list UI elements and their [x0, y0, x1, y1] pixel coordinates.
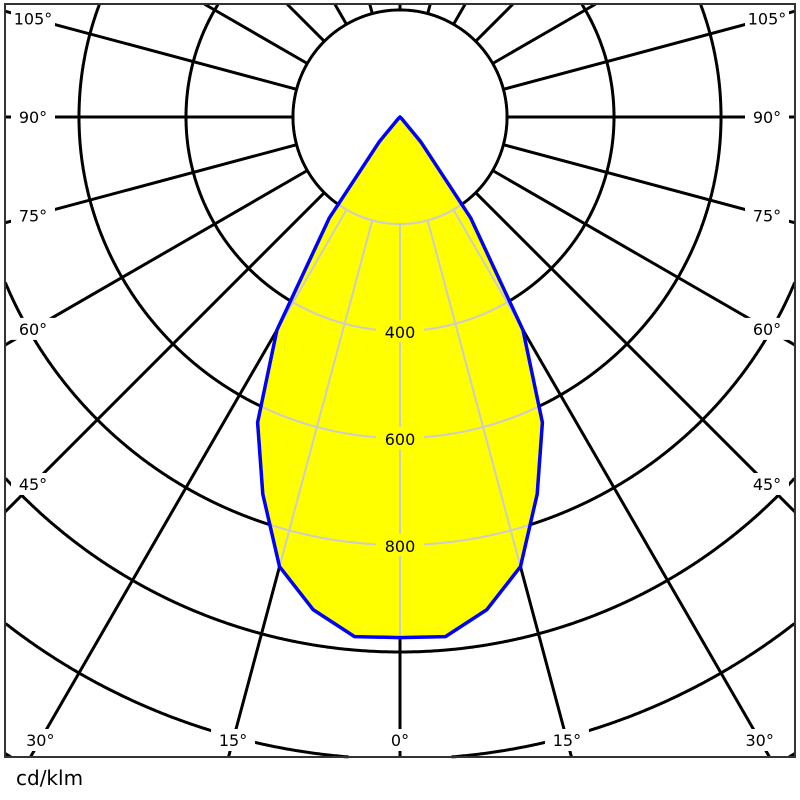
polar-intensity-chart: 400 600 800 0° 15° 15° 30° 30° 45° 45° 60° 60° 75° 75… — [3, 2, 797, 759]
grid-circle-inside — [257, 117, 543, 332]
radial-tick-label: 600 — [385, 430, 416, 449]
radial-tick-label: 800 — [385, 537, 416, 556]
grid-ray — [474, 191, 797, 514]
unit-label: cd/klm — [16, 766, 84, 790]
grid-circle — [4, 477, 796, 654]
angle-tick-label: 15° — [553, 731, 581, 750]
angle-tick-label: 60° — [753, 320, 781, 339]
grid-circle-inside — [257, 117, 543, 439]
chart-frame — [4, 3, 796, 758]
grid-ray-inside — [257, 209, 348, 638]
grid-ray-inside — [426, 220, 543, 638]
grid-ray — [203, 2, 309, 65]
grid-ray — [4, 169, 309, 347]
angle-tick-label: 45° — [753, 475, 781, 494]
angle-tick-label: 90° — [753, 108, 781, 127]
grid-circle-inside — [257, 281, 543, 546]
grid-ray — [3, 191, 326, 514]
angle-tick-label: 30° — [746, 731, 774, 750]
angle-tick-label: 90° — [19, 108, 47, 127]
grid-ray-inside — [452, 209, 543, 638]
grid-ray — [426, 3, 432, 15]
grid-ray-inside — [257, 220, 374, 638]
grid-ray — [333, 3, 348, 26]
angle-tick-label: 45° — [19, 475, 47, 494]
grid-ray — [491, 169, 796, 347]
angle-tick-label: 75° — [753, 206, 781, 225]
angle-tick-label: 105° — [748, 10, 787, 29]
grid-ray — [474, 2, 515, 43]
angle-tick-label: 15° — [219, 731, 247, 750]
angle-tick-label: 0° — [391, 731, 409, 750]
intensity-curve — [255, 115, 545, 640]
angle-tick-label: 105° — [14, 10, 53, 29]
radial-tick-label: 400 — [385, 323, 416, 342]
grid-ray — [491, 2, 597, 65]
grid-ray — [452, 3, 467, 26]
angle-tick-label: 30° — [26, 731, 54, 750]
grid-circle — [4, 622, 796, 759]
grid-ray — [285, 2, 326, 43]
grid-ray — [368, 3, 374, 15]
angle-tick-label: 60° — [19, 320, 47, 339]
angle-tick-label: 75° — [19, 206, 47, 225]
